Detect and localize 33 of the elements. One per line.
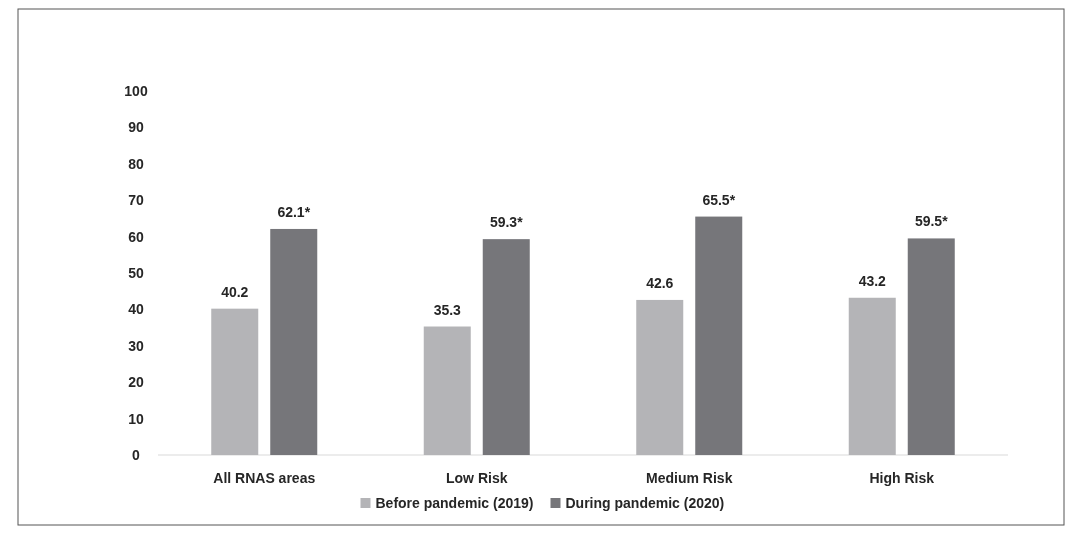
y-tick-label: 90 [128, 119, 144, 136]
legend-label: Before pandemic (2019) [375, 495, 534, 511]
y-tick-label: 30 [128, 337, 144, 354]
data-label: 65.5* [702, 191, 736, 208]
data-label: 43.2 [858, 272, 887, 289]
data-label: 42.6 [646, 274, 674, 291]
data-label: 59.5* [914, 213, 949, 230]
x-tick-label: Medium Risk [646, 470, 733, 486]
x-tick-label: All RNAS areas [213, 470, 316, 486]
bar [848, 297, 896, 455]
bar [636, 299, 684, 455]
data-label: 40.2 [221, 283, 249, 300]
x-tick-label: High Risk [869, 470, 935, 486]
y-tick-label: 40 [128, 301, 144, 318]
bar [907, 238, 955, 455]
y-tick-label: 70 [128, 192, 144, 209]
bar [270, 228, 318, 455]
data-label: 59.3* [489, 214, 524, 231]
x-tick-label: Low Risk [446, 470, 508, 486]
y-tick-label: 0 [132, 447, 141, 463]
bar [211, 308, 259, 455]
y-tick-label: 20 [128, 374, 144, 391]
data-label: 62.1* [277, 203, 311, 220]
bar [423, 326, 471, 455]
y-tick-label: 80 [128, 155, 144, 172]
y-tick-label: 50 [128, 265, 144, 281]
legend-label: During pandemic (2020) [565, 495, 725, 511]
bar [695, 216, 743, 455]
bar [482, 239, 530, 455]
y-tick-label: 100 [124, 83, 148, 99]
y-tick-label: 10 [128, 410, 144, 427]
y-tick-label: 60 [128, 228, 144, 245]
data-label: 35.3 [433, 301, 462, 318]
